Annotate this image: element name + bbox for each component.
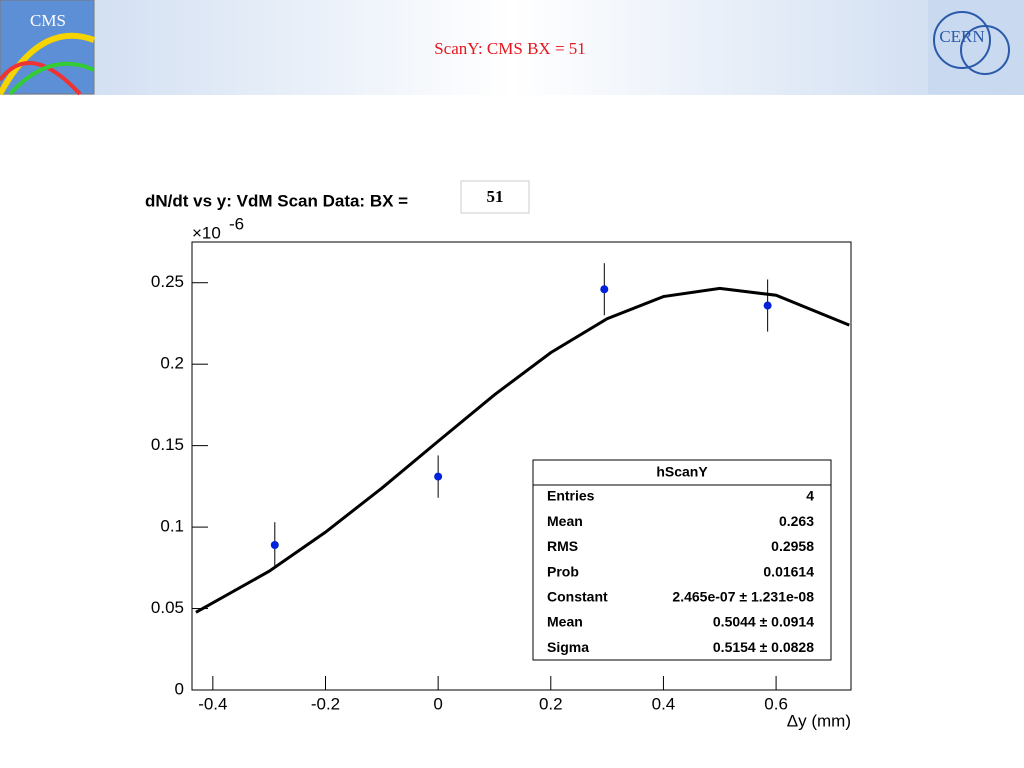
y-tick-label: 0.1 [160,517,184,536]
stats-value: 0.2958 [771,538,814,554]
y-tick-label: 0.15 [151,435,184,454]
stats-box [532,459,832,661]
stats-value: 0.01614 [763,563,814,579]
stats-label: Entries [547,488,595,504]
y-multiplier: ×10 [192,223,221,242]
data-point [434,472,443,481]
stats-label: Constant [547,589,608,605]
stats-value: 4 [806,488,814,504]
x-tick-label: -0.4 [198,694,227,713]
y-tick-label: 0.05 [151,598,184,617]
stats-value: 2.465e-07 ± 1.231e-08 [672,589,814,605]
cern-logo: CERN [928,0,1024,94]
stats-label: Mean [547,614,583,630]
stats-label: Prob [547,563,579,579]
title-box-text: 51 [487,187,504,206]
stats-value: 0.263 [779,513,814,529]
data-point [600,285,609,294]
stats-value: 0.5044 ± 0.0914 [713,614,814,630]
stats-label: RMS [547,538,578,554]
y-tick-label: 0 [175,679,184,698]
header-band [0,0,1024,95]
data-point [763,301,772,310]
cern-logo-text: CERN [939,27,984,46]
x-tick-label: 0.6 [764,694,788,713]
fit-curve [195,286,850,614]
y-multiplier-exp: -6 [229,214,244,233]
x-tick-label: 0 [433,694,442,713]
x-tick-label: 0.4 [652,694,676,713]
stats-value: 0.5154 ± 0.0828 [713,639,814,655]
plot-frame [191,241,852,691]
y-tick-label: 0.2 [160,354,184,373]
cms-logo-text: CMS [30,11,66,30]
data-point [270,541,279,550]
chart-title: dN/dt vs y: VdM Scan Data: BX = [145,191,408,210]
stats-title: hScanY [656,464,708,480]
title-box [460,180,530,214]
x-axis-label: Δy (mm) [787,711,851,730]
cms-logo: CMS [0,0,96,96]
x-tick-label: 0.2 [539,694,563,713]
stats-label: Sigma [547,639,589,655]
x-tick-label: -0.2 [311,694,340,713]
stats-label: Mean [547,513,583,529]
y-tick-label: 0.25 [151,272,184,291]
slide-title: ScanY: CMS BX = 51 [434,39,586,58]
